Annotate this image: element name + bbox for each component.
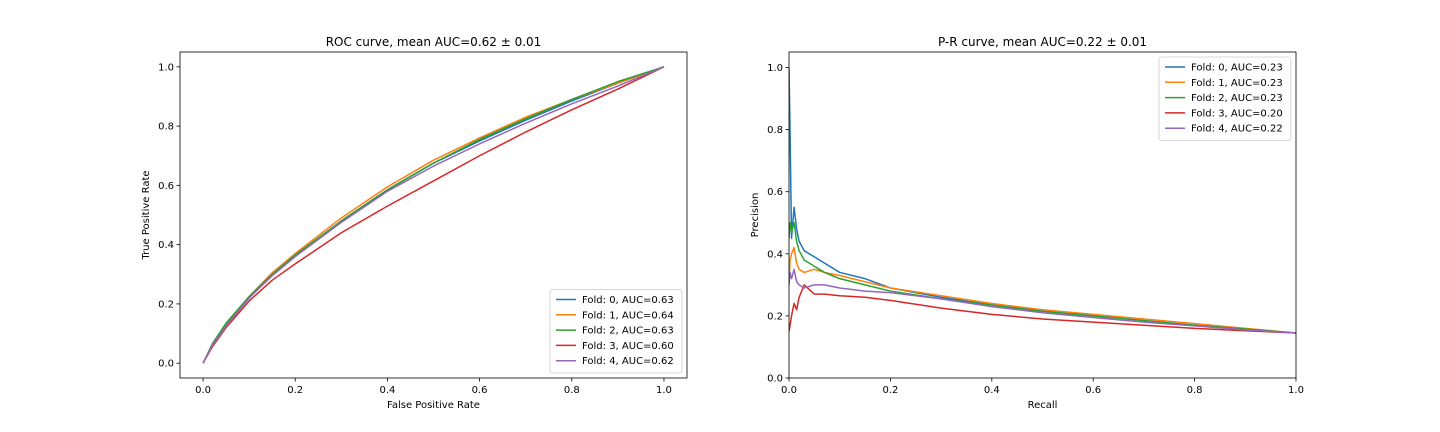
pr-ticks: 0.0 0.2 0.4 0.6 0.8 1.0 0.0 0.2 0.4 0.6 0.8 1.0 xyxy=(767,63,1304,396)
roc-x-tick-label-2: 0.4 xyxy=(379,385,395,396)
pr-x-tick-label-1: 0.2 xyxy=(882,385,898,396)
pr-legend-box xyxy=(1158,56,1292,141)
pr-legend-label-3: Fold: 3, AUC=0.20 xyxy=(1191,108,1283,119)
pr-y-tick-label-0: 0.0 xyxy=(767,374,783,385)
roc-series-lines xyxy=(202,66,665,364)
roc-x-tick-label-4: 0.8 xyxy=(564,385,580,396)
roc-legend-label-3: Fold: 3, AUC=0.60 xyxy=(582,341,674,352)
roc-chart-title: ROC curve, mean AUC=0.62 ± 0.01 xyxy=(326,35,542,49)
pr-legend-label-4: Fold: 4, AUC=0.22 xyxy=(1191,124,1283,135)
roc-legend-label-2: Fold: 2, AUC=0.63 xyxy=(582,326,674,337)
roc-plot-frame xyxy=(179,51,688,379)
roc-y-tick-label-1: 0.2 xyxy=(158,299,174,310)
pr-series-line-fold-4 xyxy=(789,268,1296,334)
pr-legend: Fold: 0, AUC=0.23 Fold: 1, AUC=0.23 Fold: … xyxy=(1158,56,1292,141)
pr-legend-label-1: Fold: 1, AUC=0.23 xyxy=(1191,78,1283,89)
pr-series-line-fold-3 xyxy=(789,284,1296,334)
roc-x-axis-label: False Positive Rate xyxy=(387,400,480,411)
pr-y-tick-label-3: 0.6 xyxy=(767,187,783,198)
roc-legend: Fold: 0, AUC=0.63 Fold: 1, AUC=0.64 Fold: … xyxy=(549,289,683,374)
pr-plot-frame xyxy=(788,51,1297,379)
pr-x-axis-label: Recall xyxy=(1028,400,1058,411)
roc-legend-label-1: Fold: 1, AUC=0.64 xyxy=(582,310,674,321)
pr-series-line-fold-2 xyxy=(789,222,1296,334)
roc-legend-box xyxy=(549,289,683,374)
roc-x-tick-label-1: 0.2 xyxy=(287,385,303,396)
roc-y-tick-label-2: 0.4 xyxy=(158,240,174,251)
pr-series-lines xyxy=(789,67,1296,334)
roc-x-tick-label-5: 1.0 xyxy=(656,385,672,396)
roc-y-tick-label-3: 0.6 xyxy=(158,181,174,192)
roc-x-tick-label-0: 0.0 xyxy=(195,385,211,396)
pr-y-tick-label-4: 0.8 xyxy=(767,125,783,136)
pr-x-tick-label-4: 0.8 xyxy=(1187,385,1203,396)
pr-y-tick-label-1: 0.2 xyxy=(767,311,783,322)
pr-y-tick-label-2: 0.4 xyxy=(767,249,783,260)
pr-chart: P-R curve, mean AUC=0.22 ± 0.01 Recall P… xyxy=(750,35,1304,411)
pr-x-tick-label-0: 0.0 xyxy=(781,385,797,396)
pr-y-tick-label-5: 1.0 xyxy=(767,63,783,74)
pr-x-tick-label-3: 0.6 xyxy=(1085,385,1101,396)
roc-y-axis-label: True Positive Rate xyxy=(141,170,152,260)
pr-legend-label-2: Fold: 2, AUC=0.23 xyxy=(1191,93,1283,104)
pr-chart-title: P-R curve, mean AUC=0.22 ± 0.01 xyxy=(938,35,1147,49)
roc-y-tick-label-5: 1.0 xyxy=(158,62,174,73)
roc-ticks: 0.0 0.2 0.4 0.6 0.8 1.0 0.0 0.2 0.4 0.6 0.8 1.0 xyxy=(158,62,672,396)
roc-series-line-fold-4 xyxy=(202,66,665,364)
roc-legend-label-4: Fold: 4, AUC=0.62 xyxy=(582,356,674,367)
roc-chart: ROC curve, mean AUC=0.62 ± 0.01 False Po… xyxy=(141,35,688,411)
roc-x-tick-label-3: 0.6 xyxy=(472,385,488,396)
pr-legend-label-0: Fold: 0, AUC=0.23 xyxy=(1191,63,1283,74)
pr-series-line-fold-1 xyxy=(789,246,1296,334)
roc-series-line-fold-2 xyxy=(202,66,665,364)
roc-y-tick-label-4: 0.8 xyxy=(158,122,174,133)
pr-y-axis-label: Precision xyxy=(750,193,761,238)
roc-legend-label-0: Fold: 0, AUC=0.63 xyxy=(582,295,674,306)
roc-series-line-fold-3 xyxy=(202,66,665,364)
pr-x-tick-label-5: 1.0 xyxy=(1288,385,1304,396)
pr-x-tick-label-2: 0.4 xyxy=(984,385,1000,396)
roc-y-tick-label-0: 0.0 xyxy=(158,359,174,370)
